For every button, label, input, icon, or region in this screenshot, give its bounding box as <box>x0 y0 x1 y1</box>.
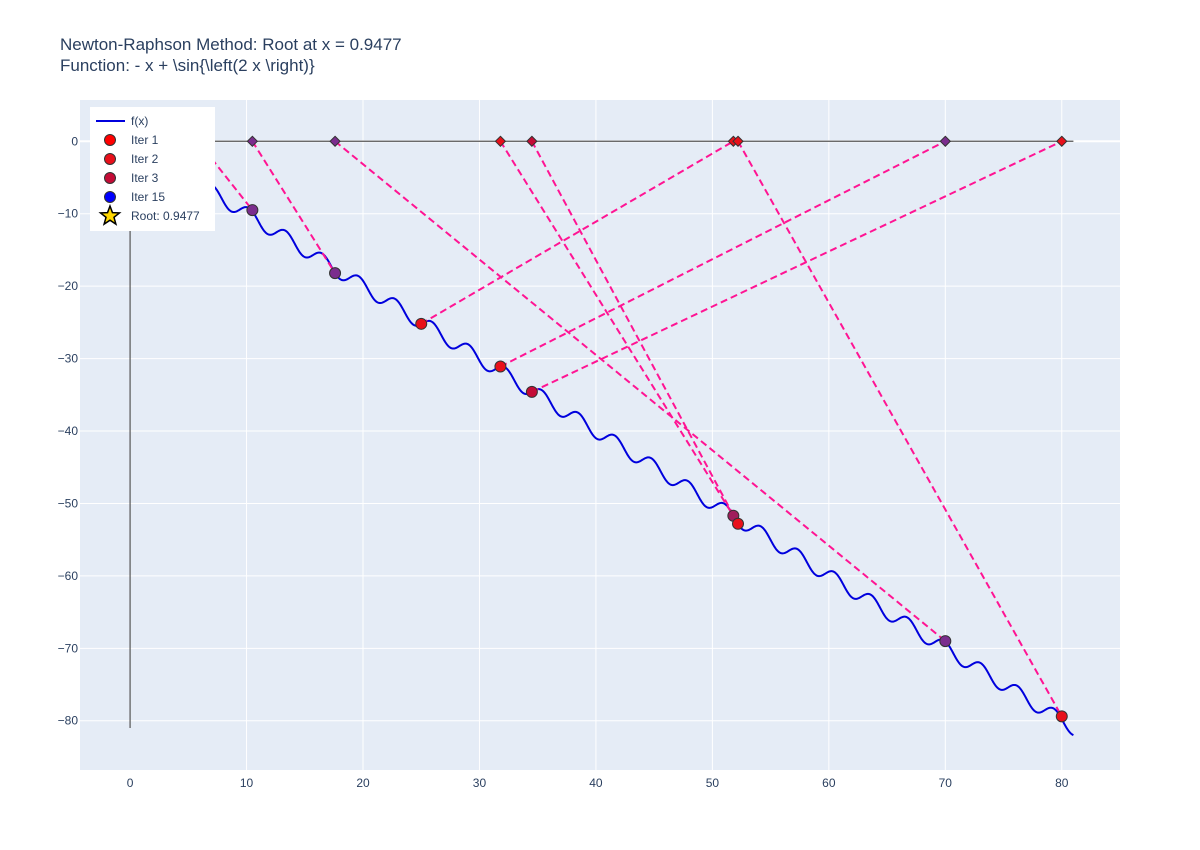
axis-intercept-marker <box>939 135 952 147</box>
iteration-point <box>939 635 952 648</box>
legend-marker-swatch <box>104 134 116 146</box>
axis-intercept-marker <box>732 135 744 147</box>
tangent-line <box>420 140 734 325</box>
y-tick-label: −80 <box>58 714 79 728</box>
y-tick-label: −40 <box>58 424 79 438</box>
axis-intercept-marker <box>246 135 259 147</box>
x-tick-label: 20 <box>356 776 370 790</box>
function-curve <box>129 137 1074 736</box>
legend-marker-swatch <box>104 153 116 165</box>
legend-label: f(x) <box>131 114 148 128</box>
legend-label: Iter 2 <box>131 152 159 166</box>
y-tick-label: −60 <box>58 569 79 583</box>
y-tick-label: −50 <box>58 496 79 510</box>
tangent-line <box>530 140 739 525</box>
legend-star-swatch <box>98 203 122 226</box>
y-tick-label: −30 <box>58 352 79 366</box>
y-tick-label: 0 <box>71 134 78 148</box>
x-tick-label: 70 <box>939 776 953 790</box>
legend-item[interactable]: Iter 1 <box>104 133 159 147</box>
legend-item[interactable]: Iter 2 <box>104 152 159 166</box>
iteration-point <box>525 385 538 398</box>
legend-item[interactable]: Root: 0.9477 <box>98 203 200 226</box>
iteration-point <box>329 267 342 280</box>
marker-layer <box>246 135 1068 723</box>
legend-item[interactable]: f(x) <box>96 114 148 128</box>
axis-intercept-marker <box>329 135 341 147</box>
x-tick-label: 10 <box>240 776 254 790</box>
tangent-line <box>251 140 336 274</box>
legend-label: Root: 0.9477 <box>131 209 200 223</box>
iteration-point <box>415 317 428 330</box>
tangent-layer <box>210 140 1063 717</box>
iteration-point <box>732 517 745 530</box>
tangent-line <box>499 140 946 368</box>
x-tick-label: 0 <box>127 776 134 790</box>
axis-intercept-marker <box>526 135 538 147</box>
axis-intercept-marker <box>1056 135 1068 147</box>
x-tick-label: 30 <box>473 776 487 790</box>
legend-label: Iter 1 <box>131 133 159 147</box>
plot-background <box>80 100 1120 770</box>
iteration-point <box>494 360 507 373</box>
legend-items: f(x) Iter 1 Iter 2 Iter 3 Iter 15 Root: 0.947… <box>96 114 200 226</box>
x-tick-label: 60 <box>822 776 836 790</box>
x-tick-label: 40 <box>589 776 603 790</box>
x-tick-label: 50 <box>706 776 720 790</box>
legend-label: Iter 15 <box>131 190 165 204</box>
chart-title-block: Newton-Raphson Method: Root at x = 0.947… <box>60 34 402 76</box>
axis-intercept-marker <box>494 135 507 147</box>
tangent-line <box>499 140 735 517</box>
legend-marker-swatch <box>104 191 116 203</box>
legend-item[interactable]: Iter 15 <box>104 190 166 204</box>
legend-item[interactable]: Iter 3 <box>104 171 159 185</box>
x-tick-label: 80 <box>1055 776 1069 790</box>
iteration-point <box>1055 710 1068 723</box>
chart-title: Newton-Raphson Method: Root at x = 0.947… <box>60 35 402 54</box>
tangent-line <box>531 140 1063 393</box>
legend-label: Iter 3 <box>131 171 159 185</box>
y-tick-label: −70 <box>58 641 79 655</box>
curve-layer <box>129 137 1074 736</box>
chart-subtitle: Function: - x + \sin{\left(2 x \right)} <box>60 56 315 75</box>
y-tick-label: −10 <box>58 207 79 221</box>
tick-layer: 0 10 20 30 40 50 60 70 80 0 −10 −20 −30 −40 −50 −60 −70 −… <box>58 134 1069 790</box>
legend-marker-swatch <box>104 172 116 184</box>
iteration-point <box>246 204 259 217</box>
y-tick-label: −20 <box>58 279 79 293</box>
legend[interactable]: f(x) Iter 1 Iter 2 Iter 3 Iter 15 Root: 0.947… <box>90 107 215 231</box>
